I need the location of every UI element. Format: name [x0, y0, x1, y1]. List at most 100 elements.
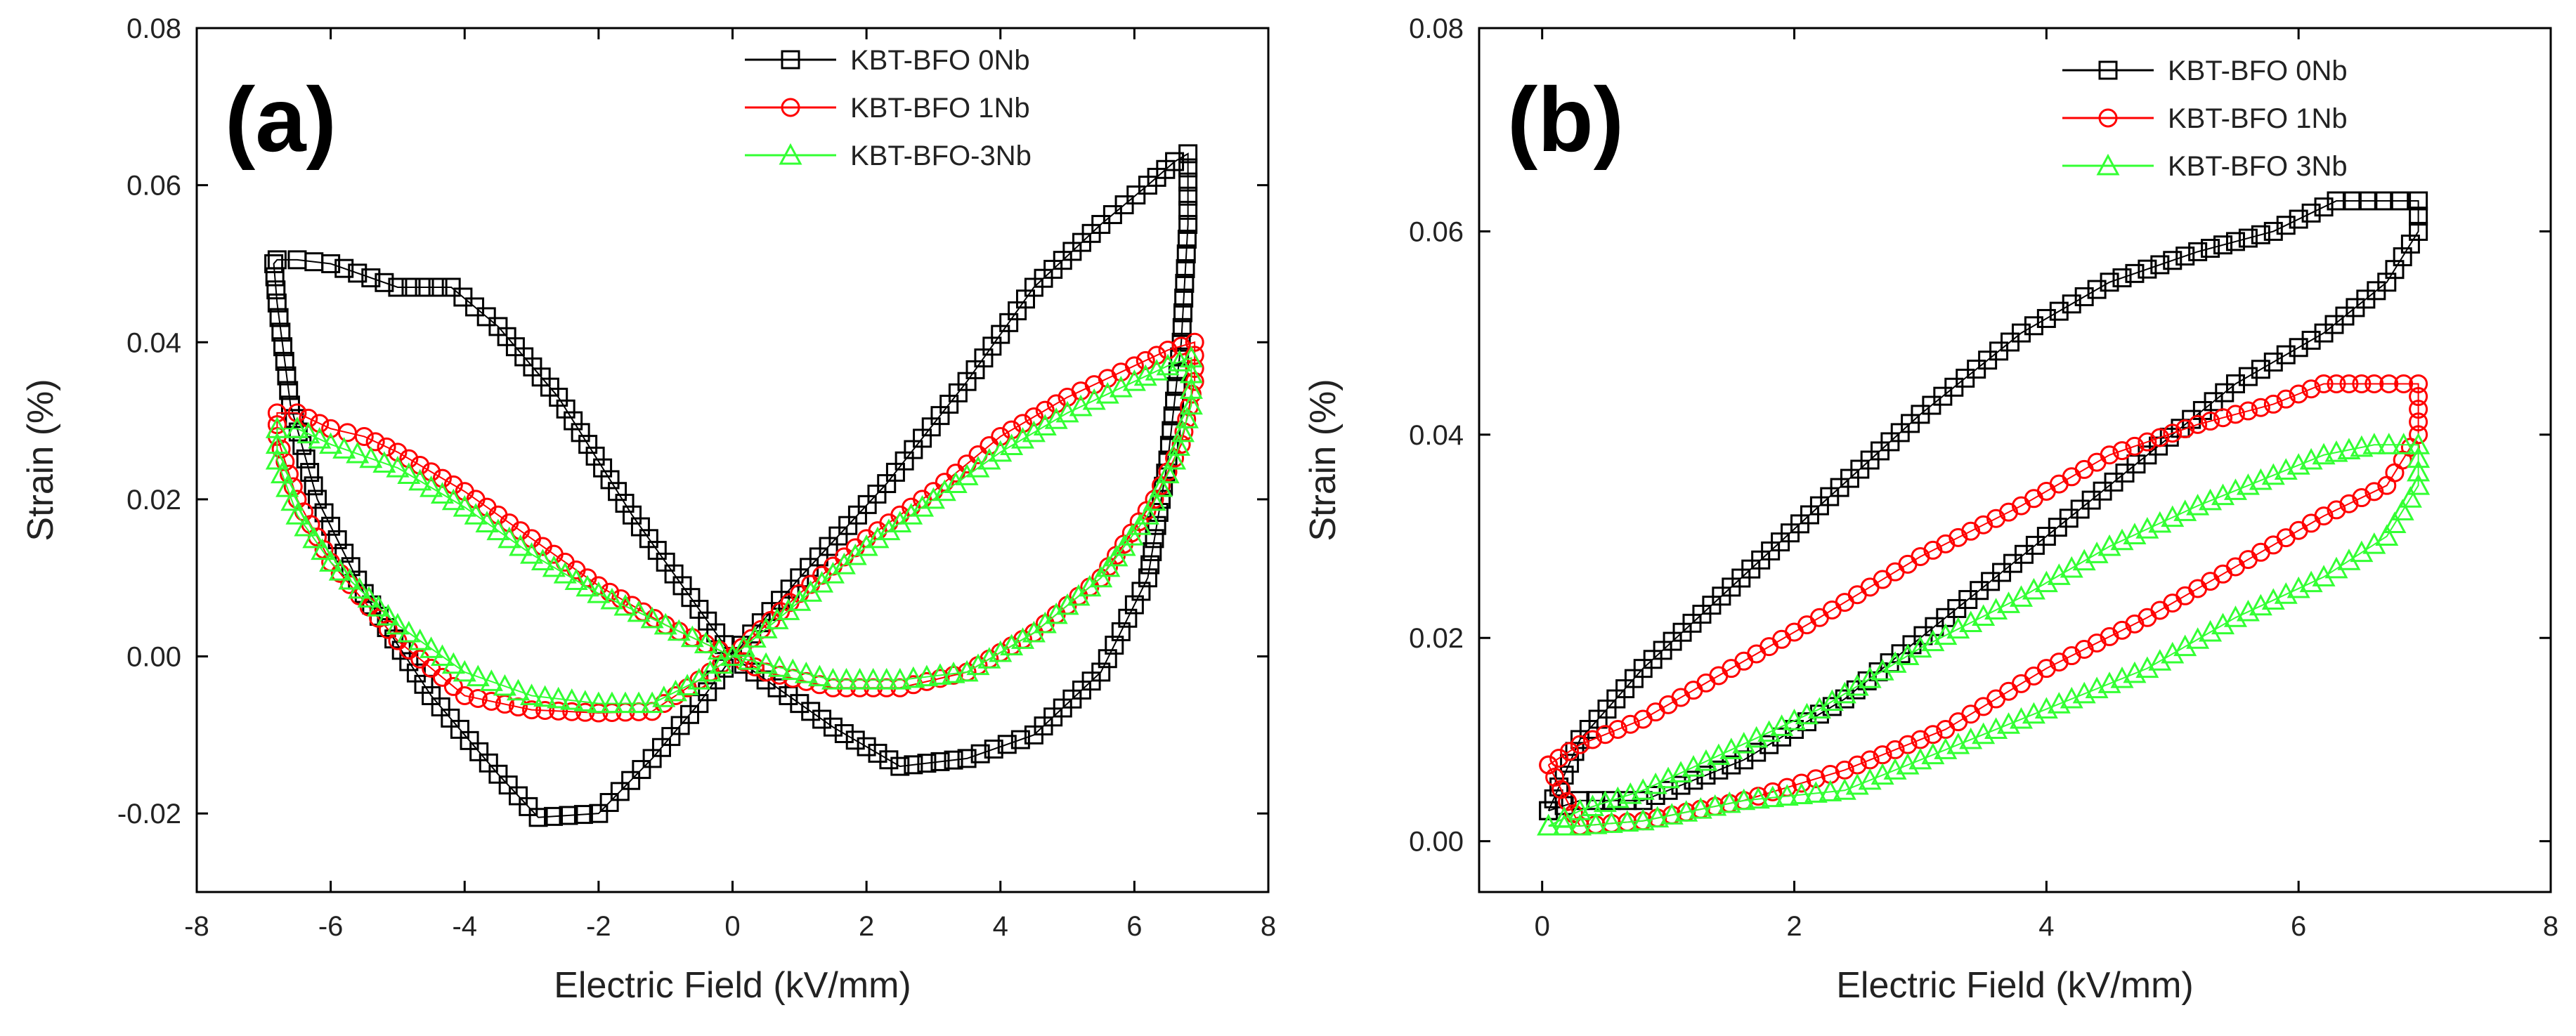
legend-entry: KBT-BFO 0Nb — [2168, 55, 2348, 86]
data-point — [1033, 611, 1057, 634]
data-point — [2339, 374, 2359, 393]
data-point — [1560, 742, 1580, 761]
data-point — [1646, 806, 1670, 828]
data-point — [1143, 489, 1166, 511]
data-point — [441, 277, 461, 297]
plot-frame — [195, 27, 1270, 893]
data-point — [2225, 405, 2245, 424]
data-point — [1775, 784, 1799, 806]
data-point — [2314, 197, 2334, 217]
data-point — [1136, 503, 1159, 525]
data-point — [1689, 797, 1712, 819]
data-point — [2379, 374, 2399, 393]
data-point — [1055, 593, 1079, 615]
data-point — [2374, 191, 2393, 211]
data-point — [1761, 785, 1785, 808]
y-tick-label: 0.02 — [126, 485, 181, 516]
data-point — [1921, 742, 1945, 765]
legend-entry: KBT-BFO 1Nb — [850, 93, 1030, 124]
data-point — [308, 427, 332, 449]
data-point — [794, 661, 818, 683]
data-point — [754, 652, 778, 674]
data-point — [1179, 361, 1203, 383]
y-tick-label: 0.02 — [1409, 623, 1464, 654]
data-point — [297, 421, 320, 444]
data-point — [1176, 244, 1196, 263]
data-point — [1703, 794, 1727, 816]
data-point — [2199, 619, 2223, 642]
data-point — [1804, 781, 1828, 803]
data-point — [267, 250, 287, 270]
data-point — [1126, 185, 1146, 205]
data-point — [304, 476, 323, 496]
data-point — [1114, 195, 1134, 215]
data-point — [560, 688, 584, 710]
data-point — [587, 581, 611, 603]
data-point — [1568, 813, 1592, 836]
data-point — [432, 468, 452, 488]
data-point — [1746, 787, 1770, 809]
data-point — [2263, 352, 2283, 372]
data-point — [1554, 766, 1574, 785]
data-point — [2072, 681, 2096, 704]
data-point — [571, 423, 590, 442]
data-point — [1549, 748, 1569, 768]
data-point — [2337, 438, 2361, 460]
data-point — [1163, 406, 1183, 426]
data-point — [1000, 634, 1024, 656]
plot-frame — [1478, 27, 2552, 893]
data-point — [410, 649, 430, 669]
data-point — [2392, 433, 2416, 454]
data-point — [915, 664, 939, 687]
data-point — [955, 660, 979, 682]
legend-marker — [2098, 108, 2118, 128]
data-point — [2060, 686, 2083, 709]
data-point — [955, 464, 979, 485]
data-point — [520, 542, 544, 564]
data-point — [1166, 376, 1186, 396]
data-point — [453, 287, 473, 307]
data-point — [2251, 398, 2270, 417]
data-point — [600, 691, 624, 714]
data-point — [264, 254, 284, 273]
data-point — [553, 561, 577, 584]
data-point — [838, 516, 858, 535]
data-point — [2274, 582, 2298, 604]
data-point — [1044, 602, 1068, 624]
data-point — [1959, 727, 1983, 749]
data-point — [460, 730, 479, 750]
data-point — [453, 660, 476, 682]
data-point — [867, 484, 887, 504]
data-point — [547, 686, 571, 709]
data-point — [737, 648, 761, 670]
data-point — [1984, 717, 2008, 739]
x-tick-label: 8 — [1261, 911, 1276, 942]
data-point — [1564, 804, 1584, 824]
data-point — [1176, 258, 1195, 278]
data-point — [2213, 408, 2233, 428]
data-point — [613, 691, 637, 714]
data-point — [1178, 200, 1198, 220]
data-point — [321, 254, 341, 273]
y-tick-label: 0.04 — [126, 327, 181, 358]
data-point — [2276, 216, 2296, 235]
data-point — [707, 638, 731, 660]
data-point — [694, 631, 717, 654]
data-point — [1552, 806, 1576, 828]
data-point — [1167, 434, 1191, 456]
data-point — [640, 606, 664, 629]
data-point — [944, 750, 963, 770]
data-point — [966, 456, 990, 478]
data-point — [1022, 620, 1046, 643]
x-tick-label: -6 — [318, 911, 344, 942]
series-line — [1547, 200, 2419, 812]
data-point — [2324, 440, 2348, 462]
data-point — [1833, 778, 1856, 800]
legend-marker — [781, 98, 800, 117]
data-point — [1178, 215, 1198, 235]
data-point — [1000, 433, 1024, 455]
data-point — [1140, 555, 1160, 575]
data-point — [834, 724, 854, 743]
data-point — [2263, 221, 2283, 241]
